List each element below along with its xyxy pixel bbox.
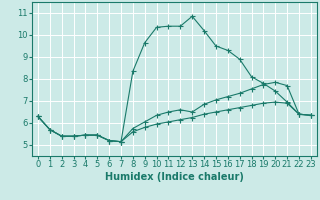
X-axis label: Humidex (Indice chaleur): Humidex (Indice chaleur) bbox=[105, 172, 244, 182]
